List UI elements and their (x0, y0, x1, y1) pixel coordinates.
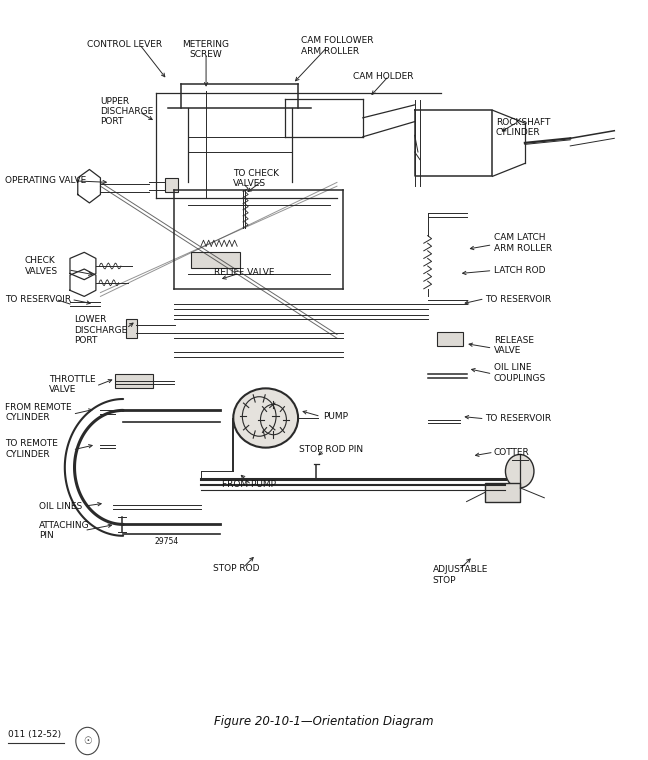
Text: CONTROL LEVER: CONTROL LEVER (87, 40, 163, 49)
Text: RELEASE
VALVE: RELEASE VALVE (494, 336, 534, 356)
FancyBboxPatch shape (165, 178, 178, 192)
Text: LATCH ROD: LATCH ROD (494, 266, 545, 275)
Text: FROM PUMP: FROM PUMP (222, 480, 275, 489)
FancyBboxPatch shape (191, 252, 240, 268)
FancyBboxPatch shape (485, 483, 520, 502)
Text: THROTTLE
VALVE: THROTTLE VALVE (49, 375, 95, 394)
Text: STOP ROD: STOP ROD (213, 564, 259, 573)
Text: TO REMOTE
CYLINDER: TO REMOTE CYLINDER (5, 439, 58, 459)
Text: COTTER: COTTER (494, 448, 529, 458)
Text: ATTACHING
PIN: ATTACHING PIN (39, 521, 89, 540)
Text: ROCKSHAFT
CYLINDER: ROCKSHAFT CYLINDER (496, 118, 550, 138)
FancyBboxPatch shape (126, 319, 137, 338)
Text: 011 (12-52): 011 (12-52) (8, 730, 61, 739)
Text: UPPER
DISCHARGE
PORT: UPPER DISCHARGE PORT (100, 97, 154, 126)
Text: STOP ROD PIN: STOP ROD PIN (299, 445, 364, 454)
Circle shape (505, 454, 534, 488)
FancyBboxPatch shape (437, 332, 463, 346)
Text: OPERATING VALVE: OPERATING VALVE (5, 176, 86, 185)
Text: FROM REMOTE
CYLINDER: FROM REMOTE CYLINDER (5, 403, 72, 423)
Text: METERING
SCREW: METERING SCREW (183, 40, 229, 59)
Text: OIL LINES: OIL LINES (39, 502, 82, 511)
FancyBboxPatch shape (115, 374, 153, 388)
Text: ☉: ☉ (83, 736, 92, 746)
Text: CAM FOLLOWER
ARM ROLLER: CAM FOLLOWER ARM ROLLER (301, 36, 374, 56)
Text: TO RESERVOIR: TO RESERVOIR (5, 295, 71, 304)
Text: CAM HOLDER: CAM HOLDER (353, 72, 413, 81)
Text: CAM LATCH
ARM ROLLER: CAM LATCH ARM ROLLER (494, 233, 552, 253)
Text: TO CHECK
VALVES: TO CHECK VALVES (233, 169, 279, 188)
Text: LOWER
DISCHARGE
PORT: LOWER DISCHARGE PORT (75, 315, 128, 345)
Text: ADJUSTABLE
STOP: ADJUSTABLE STOP (433, 565, 488, 585)
Text: Figure 20-10-1—Orientation Diagram: Figure 20-10-1—Orientation Diagram (214, 715, 434, 729)
Text: TO RESERVOIR: TO RESERVOIR (485, 295, 551, 304)
Text: OIL LINE
COUPLINGS: OIL LINE COUPLINGS (494, 363, 546, 383)
Text: RELIEF VALVE: RELIEF VALVE (214, 268, 274, 277)
Text: 29754: 29754 (154, 537, 178, 546)
Text: TO RESERVOIR: TO RESERVOIR (485, 414, 551, 423)
Ellipse shape (233, 388, 298, 448)
Text: PUMP: PUMP (323, 412, 348, 421)
Text: CHECK
VALVES: CHECK VALVES (25, 256, 58, 276)
